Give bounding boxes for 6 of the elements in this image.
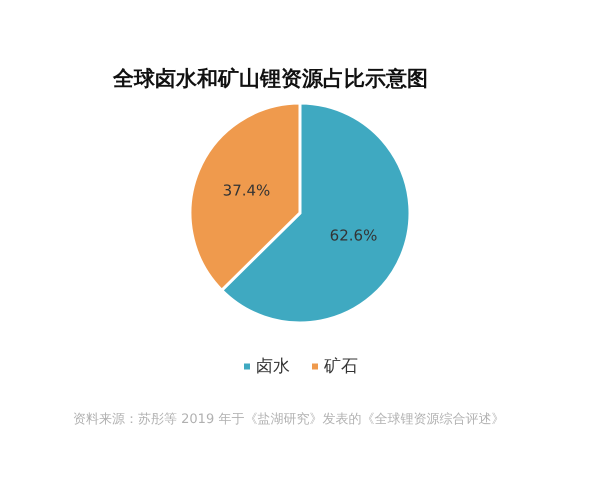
data-label: 62.6%: [330, 226, 378, 244]
chart-title: 全球卤水和矿山锂资源占比示意图: [112, 66, 428, 90]
text: 资料来源：苏彤等 2019 年于《盐湖研究》发表的《全球锂资源综合评述》: [73, 412, 504, 427]
legend-label: 矿石: [323, 356, 358, 376]
legend-label: 卤水: [256, 356, 290, 376]
data-label: 37.4%: [222, 182, 270, 200]
